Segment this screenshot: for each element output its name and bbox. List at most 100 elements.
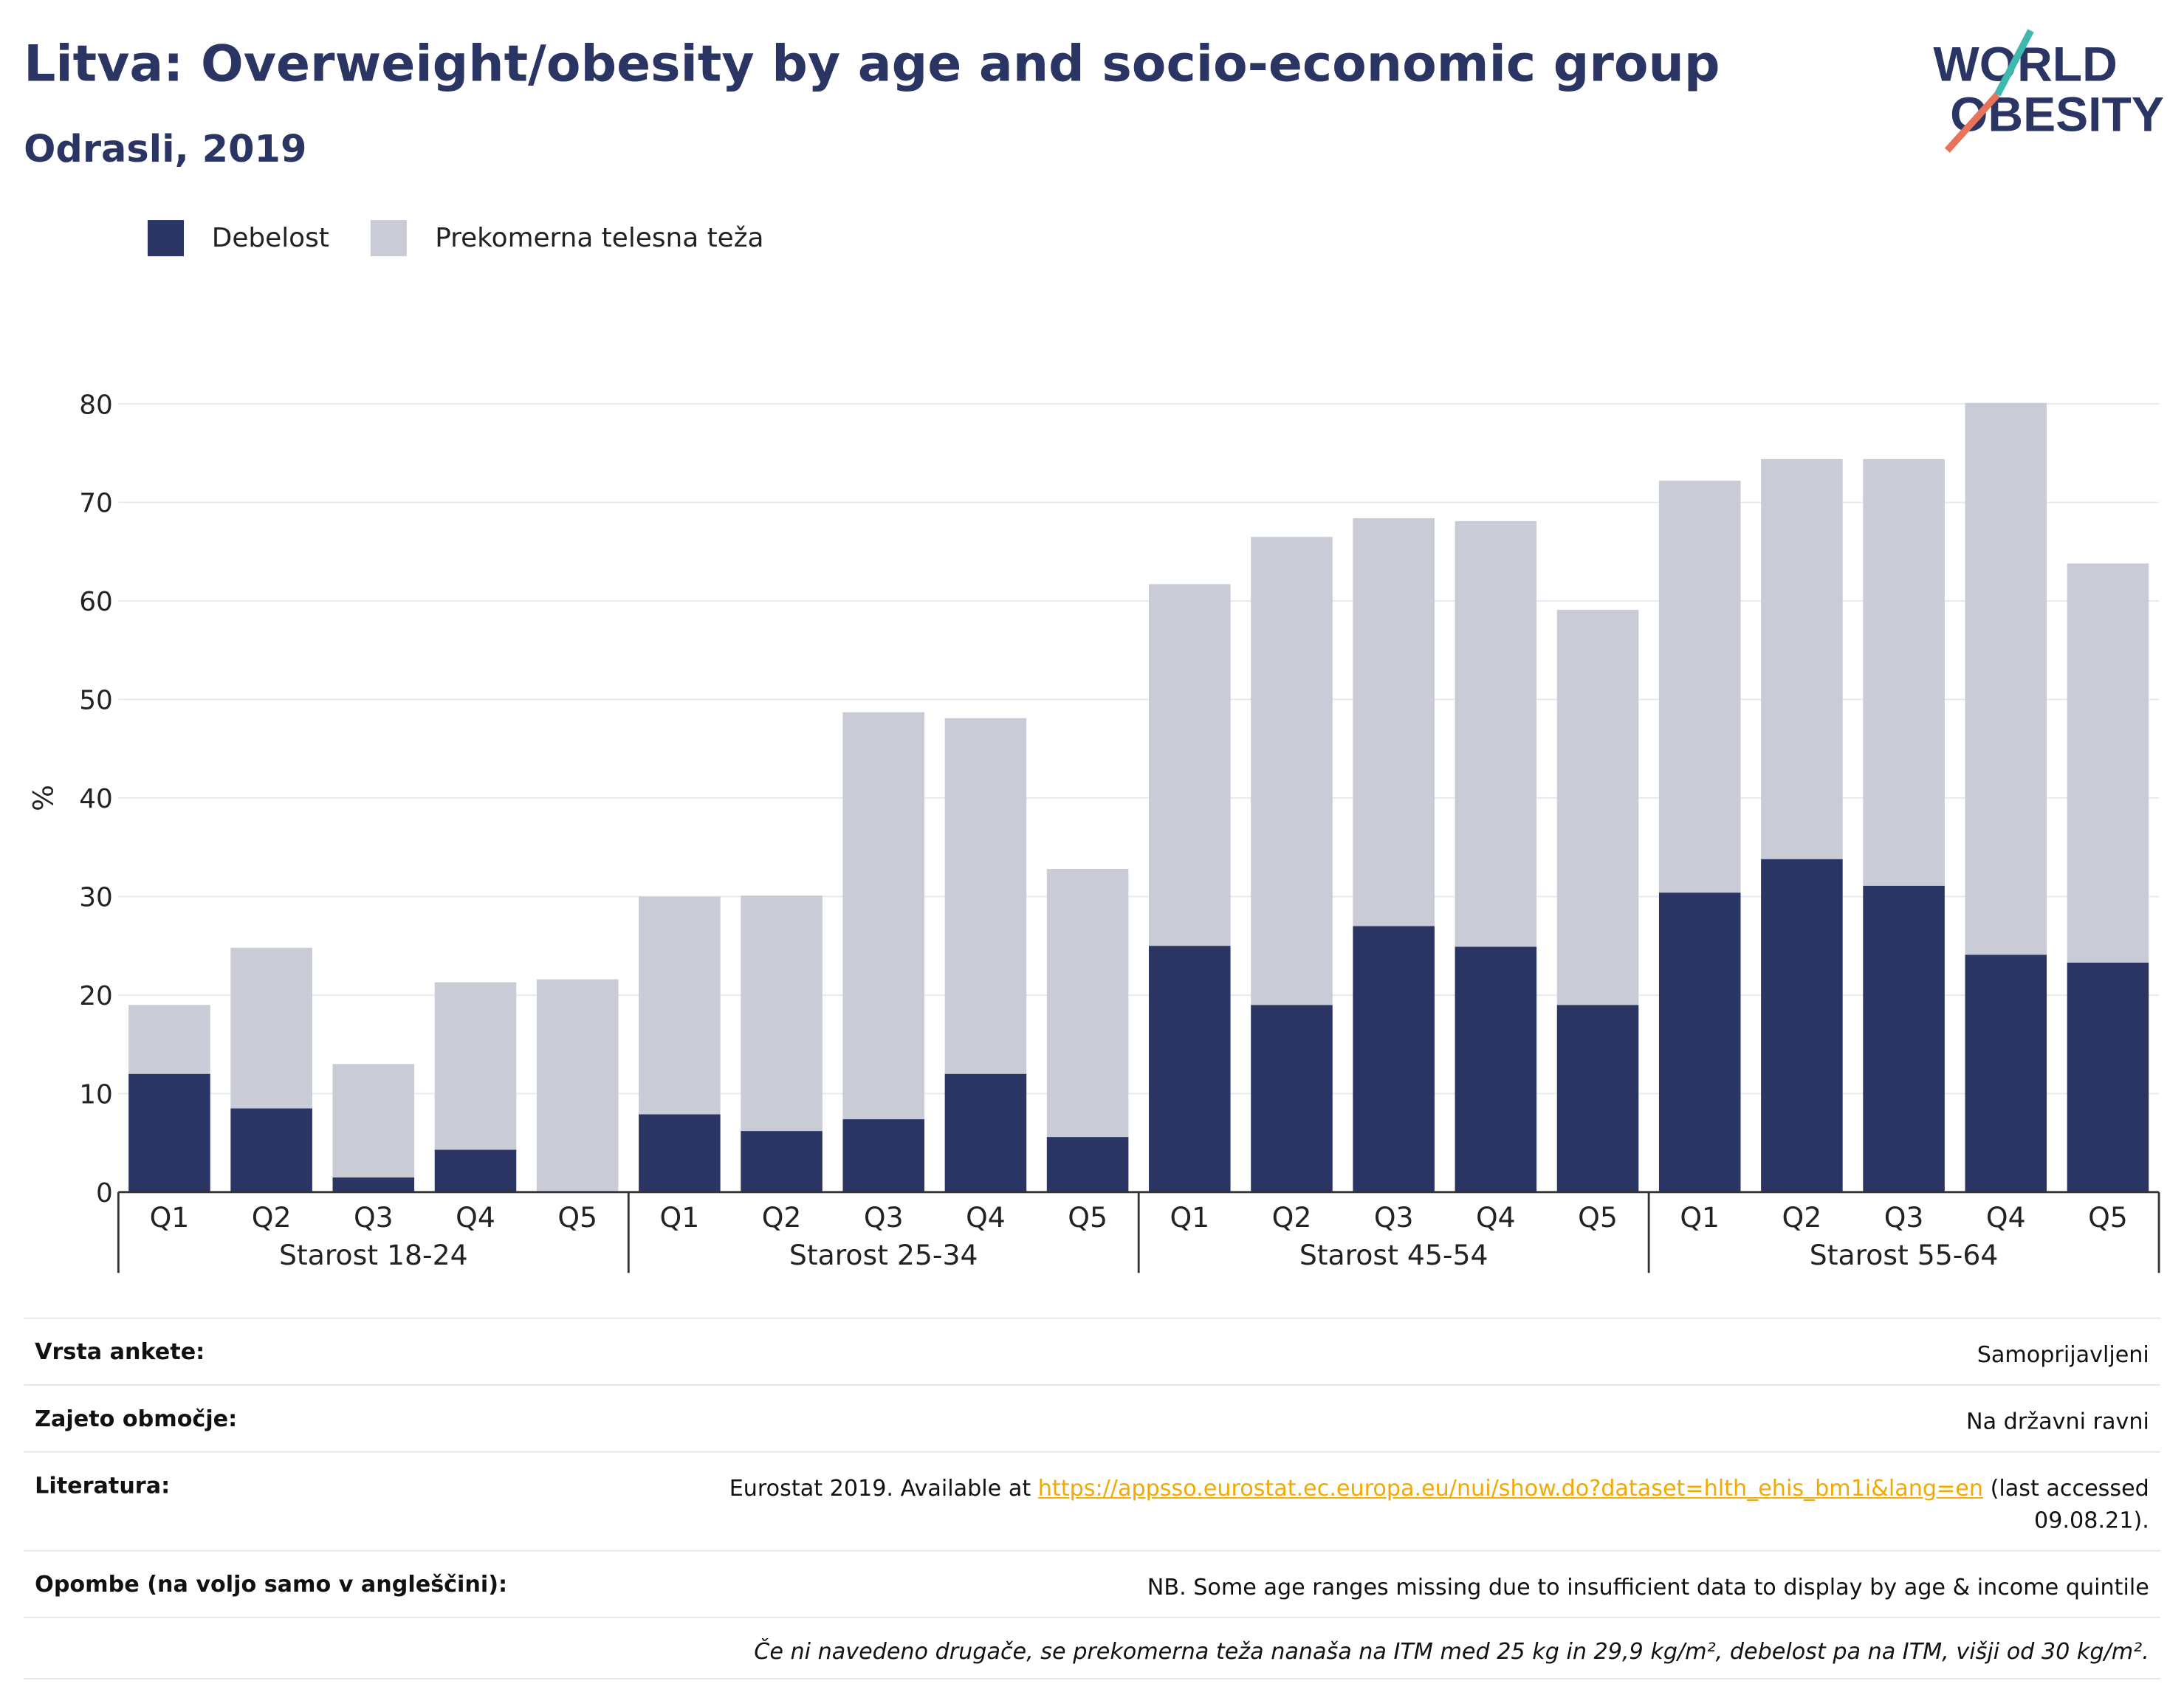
info-row-survey: Vrsta ankete: Samoprijavljeni bbox=[24, 1317, 2160, 1385]
x-tick-label-g2-q4: Q4 bbox=[966, 1201, 1006, 1234]
info-label-coverage: Zajeto območje: bbox=[35, 1405, 238, 1432]
x-tick-label-g1-q4: Q4 bbox=[456, 1201, 495, 1234]
x-tick-label-g4-q3: Q3 bbox=[1884, 1201, 1924, 1234]
reference-prefix: Eurostat 2019. Available at bbox=[729, 1474, 1038, 1502]
bar-debelost-g1-q2 bbox=[230, 1108, 312, 1192]
x-tick-label-g2-q2: Q2 bbox=[762, 1201, 802, 1234]
y-axis-label: % bbox=[27, 785, 60, 811]
bar-prekomerna-g2-q4 bbox=[944, 718, 1027, 1074]
bar-debelost-g2-q2 bbox=[741, 1131, 823, 1192]
logo-slash-coral bbox=[1944, 92, 2000, 153]
bar-prekomerna-g3-q1 bbox=[1149, 584, 1231, 946]
info-row-reference: Literatura: Eurostat 2019. Available at … bbox=[24, 1451, 2160, 1550]
info-value-coverage: Na državni ravni bbox=[1966, 1408, 2149, 1435]
y-tick-label-0: 0 bbox=[96, 1178, 113, 1208]
legend-item-prekomerna: Prekomerna telesna teža bbox=[371, 220, 764, 257]
x-tick-label-g3-q2: Q2 bbox=[1272, 1201, 1312, 1234]
legend-item-debelost: Debelost bbox=[147, 220, 329, 257]
info-label-reference: Literatura: bbox=[35, 1472, 171, 1499]
legend: Debelost Prekomerna telesna teža bbox=[147, 220, 806, 257]
bar-debelost-g2-q1 bbox=[639, 1114, 721, 1192]
y-tick-label-20: 20 bbox=[79, 981, 113, 1011]
bar-debelost-g4-q5 bbox=[2067, 962, 2149, 1192]
bar-prekomerna-g4-q4 bbox=[1965, 402, 2047, 955]
info-row-definition: Če ni navedeno drugače, se prekomerna te… bbox=[24, 1617, 2160, 1680]
y-tick-label-40: 40 bbox=[79, 784, 113, 814]
bar-prekomerna-g4-q3 bbox=[1863, 458, 1945, 886]
legend-swatch-prekomerna bbox=[371, 220, 408, 257]
info-value-survey: Samoprijavljeni bbox=[1977, 1341, 2149, 1368]
group-label-4: Starost 55-64 bbox=[1810, 1239, 1999, 1271]
x-tick-label-g2-q5: Q5 bbox=[1068, 1201, 1108, 1234]
x-tick-label-g1-q1: Q1 bbox=[150, 1201, 190, 1234]
info-value-reference: Eurostat 2019. Available at https://apps… bbox=[729, 1472, 2149, 1536]
reference-suffix-2: 09.08.21). bbox=[2034, 1507, 2149, 1534]
y-tick-label-10: 10 bbox=[79, 1080, 113, 1110]
x-tick-label-g3-q5: Q5 bbox=[1578, 1201, 1618, 1234]
info-value-notes: NB. Some age ranges missing due to insuf… bbox=[1147, 1573, 2149, 1601]
info-label-survey: Vrsta ankete: bbox=[35, 1338, 205, 1365]
bar-debelost-g3-q5 bbox=[1556, 1005, 1639, 1192]
bmi-definition-note: Če ni navedeno drugače, se prekomerna te… bbox=[754, 1637, 2149, 1665]
bar-prekomerna-g1-q5 bbox=[536, 979, 619, 1192]
reference-link[interactable]: https://appsso.eurostat.ec.europa.eu/nui… bbox=[1037, 1474, 1983, 1502]
x-tick-label-g4-q5: Q5 bbox=[2088, 1201, 2128, 1234]
bar-debelost-g1-q1 bbox=[128, 1073, 210, 1192]
bar-prekomerna-g1-q2 bbox=[230, 947, 312, 1109]
bar-debelost-g3-q4 bbox=[1455, 946, 1537, 1192]
chart-title: Litva: Overweight/obesity by age and soc… bbox=[24, 36, 1720, 94]
legend-swatch-debelost bbox=[147, 220, 185, 257]
x-tick-label-g1-q5: Q5 bbox=[557, 1201, 597, 1234]
bar-prekomerna-g2-q2 bbox=[741, 895, 823, 1132]
bar-debelost-g3-q2 bbox=[1251, 1005, 1333, 1192]
group-label-3: Starost 45-54 bbox=[1299, 1239, 1488, 1271]
x-tick-label-g3-q3: Q3 bbox=[1374, 1201, 1414, 1234]
bar-debelost-g2-q4 bbox=[944, 1073, 1027, 1192]
bar-prekomerna-g3-q3 bbox=[1353, 518, 1435, 926]
x-tick-label-g3-q4: Q4 bbox=[1476, 1201, 1516, 1234]
bar-prekomerna-g3-q2 bbox=[1251, 537, 1333, 1005]
bar-debelost-g1-q4 bbox=[434, 1149, 517, 1192]
bar-prekomerna-g3-q5 bbox=[1556, 610, 1639, 1005]
logo-line-2: OBESITY bbox=[1950, 86, 2164, 141]
bar-debelost-g2-q3 bbox=[842, 1119, 925, 1192]
group-label-2: Starost 25-34 bbox=[789, 1239, 978, 1271]
bar-debelost-g4-q3 bbox=[1863, 885, 1945, 1192]
info-row-coverage: Zajeto območje: Na državni ravni bbox=[24, 1384, 2160, 1451]
bar-debelost-g4-q1 bbox=[1658, 893, 1741, 1192]
bar-prekomerna-g3-q4 bbox=[1455, 520, 1537, 947]
y-tick-label-80: 80 bbox=[79, 390, 113, 420]
y-tick-label-30: 30 bbox=[79, 883, 113, 913]
x-tick-label-g4-q2: Q2 bbox=[1782, 1201, 1822, 1234]
logo-slash-teal bbox=[1994, 29, 2034, 97]
x-tick-label-g1-q2: Q2 bbox=[252, 1201, 292, 1234]
bar-debelost-g3-q1 bbox=[1149, 946, 1231, 1192]
chart-subtitle: Odrasli, 2019 bbox=[24, 128, 307, 172]
y-tick-label-70: 70 bbox=[79, 489, 113, 519]
x-tick-label-g4-q1: Q1 bbox=[1680, 1201, 1720, 1234]
x-tick-label-g3-q1: Q1 bbox=[1170, 1201, 1209, 1234]
bar-prekomerna-g1-q3 bbox=[332, 1064, 415, 1177]
y-tick-label-60: 60 bbox=[79, 587, 113, 617]
bar-prekomerna-g2-q1 bbox=[639, 896, 721, 1115]
bar-prekomerna-g4-q1 bbox=[1658, 481, 1741, 893]
bar-debelost-g4-q4 bbox=[1965, 955, 2047, 1192]
bar-prekomerna-g4-q2 bbox=[1761, 458, 1843, 859]
y-tick-label-50: 50 bbox=[79, 686, 113, 716]
info-label-notes: Opombe (na voljo samo v angleščini): bbox=[35, 1570, 508, 1598]
bar-prekomerna-g1-q1 bbox=[128, 1005, 210, 1074]
world-obesity-logo: WORLD OBESITY bbox=[1933, 29, 2164, 153]
x-tick-label-g1-q3: Q3 bbox=[354, 1201, 394, 1234]
x-tick-label-g4-q4: Q4 bbox=[1986, 1201, 2026, 1234]
bar-prekomerna-g2-q5 bbox=[1046, 869, 1129, 1138]
bar-debelost-g3-q3 bbox=[1353, 926, 1435, 1192]
legend-label-prekomerna: Prekomerna telesna teža bbox=[435, 222, 764, 254]
bar-debelost-g2-q5 bbox=[1046, 1137, 1129, 1192]
bar-debelost-g4-q2 bbox=[1761, 859, 1843, 1192]
info-row-notes: Opombe (na voljo samo v angleščini): NB.… bbox=[24, 1550, 2160, 1617]
group-label-1: Starost 18-24 bbox=[279, 1239, 468, 1271]
bar-prekomerna-g1-q4 bbox=[434, 982, 517, 1150]
info-table: Vrsta ankete: Samoprijavljeni Zajeto obm… bbox=[24, 1317, 2160, 1680]
bar-prekomerna-g2-q3 bbox=[842, 712, 925, 1120]
x-tick-label-g2-q1: Q1 bbox=[660, 1201, 700, 1234]
